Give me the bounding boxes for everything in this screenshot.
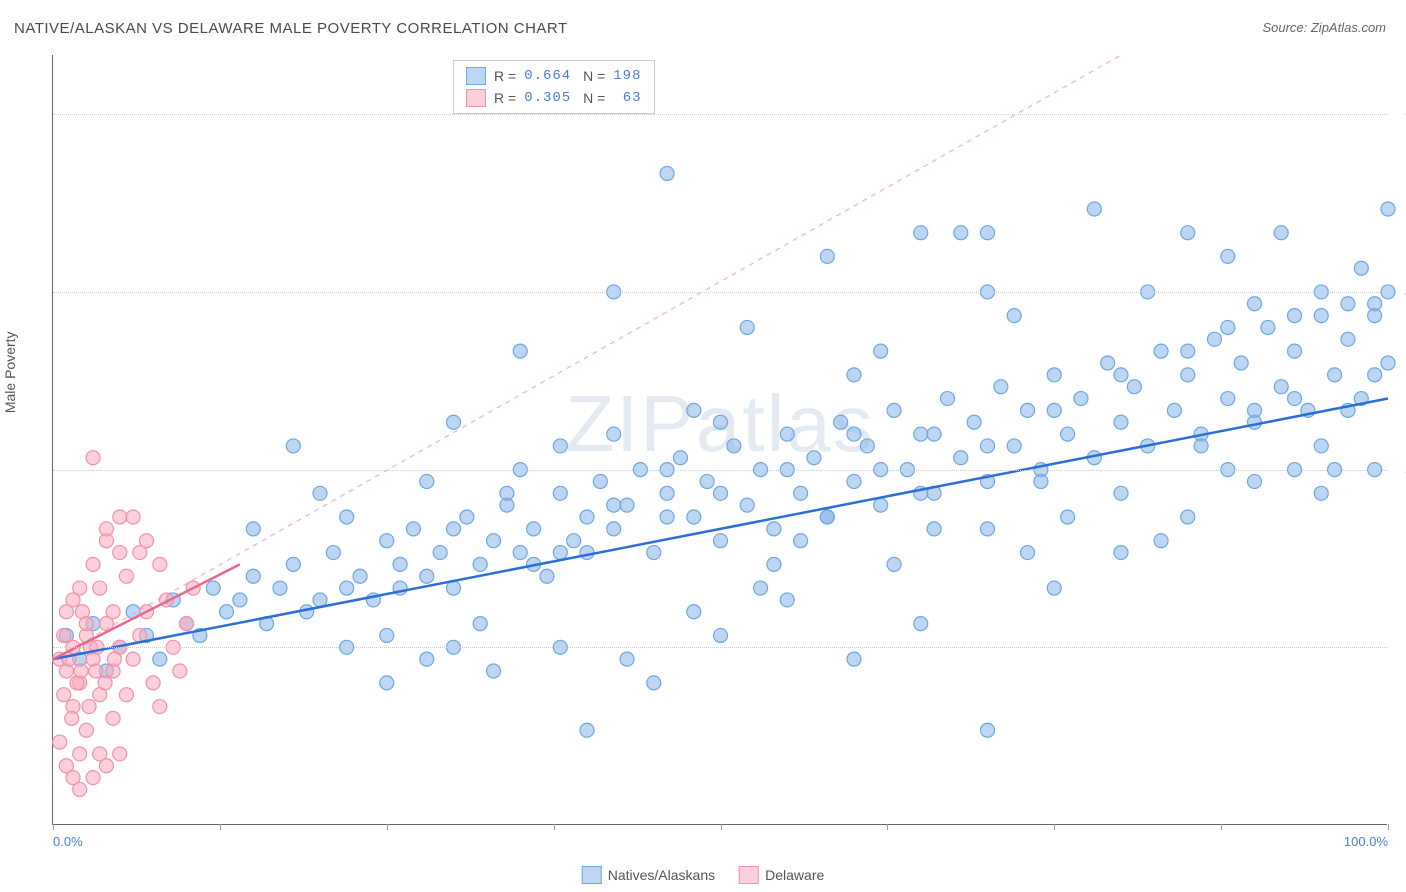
chart-title: NATIVE/ALASKAN VS DELAWARE MALE POVERTY … <box>14 20 568 37</box>
r-value-delaware: 0.305 <box>524 90 571 106</box>
n-value-delaware: 63 <box>613 90 641 106</box>
gridline <box>53 470 1387 471</box>
x-tick-mark <box>53 824 54 830</box>
x-tick-mark <box>1221 824 1222 830</box>
legend-row-delaware: R = 0.305 N = 63 <box>466 87 642 109</box>
legend-swatch-icon <box>739 866 759 884</box>
gridline <box>53 114 1387 115</box>
scatter-svg <box>53 55 1387 824</box>
r-value-natives: 0.664 <box>524 68 571 84</box>
y-axis-label: Male Poverty <box>2 331 18 413</box>
gridline <box>53 647 1387 648</box>
source-attribution: Source: ZipAtlas.com <box>1262 20 1386 35</box>
legend-swatch-icon <box>582 866 602 884</box>
legend-label: Natives/Alaskans <box>608 867 715 883</box>
x-tick-mark <box>554 824 555 830</box>
x-tick-mark <box>1388 824 1389 830</box>
n-value-natives: 198 <box>613 68 641 84</box>
x-tick-mark <box>387 824 388 830</box>
x-tick-mark <box>1054 824 1055 830</box>
x-tick-label: 100.0% <box>1338 834 1388 849</box>
legend-swatch-blue <box>466 67 486 85</box>
legend-item-natives: Natives/Alaskans <box>582 866 715 884</box>
legend-item-delaware: Delaware <box>739 866 824 884</box>
x-tick-mark <box>721 824 722 830</box>
x-tick-mark <box>887 824 888 830</box>
correlation-legend: R = 0.664 N = 198 R = 0.305 N = 63 <box>453 60 655 114</box>
series-legend: Natives/Alaskans Delaware <box>582 866 825 884</box>
legend-swatch-pink <box>466 89 486 107</box>
plot-area: ZIPatlas R = 0.664 N = 198 R = 0.305 N =… <box>52 55 1387 825</box>
x-tick-label: 0.0% <box>53 834 83 849</box>
legend-label: Delaware <box>765 867 824 883</box>
x-tick-mark <box>220 824 221 830</box>
gridline <box>53 292 1387 293</box>
legend-row-natives: R = 0.664 N = 198 <box>466 65 642 87</box>
